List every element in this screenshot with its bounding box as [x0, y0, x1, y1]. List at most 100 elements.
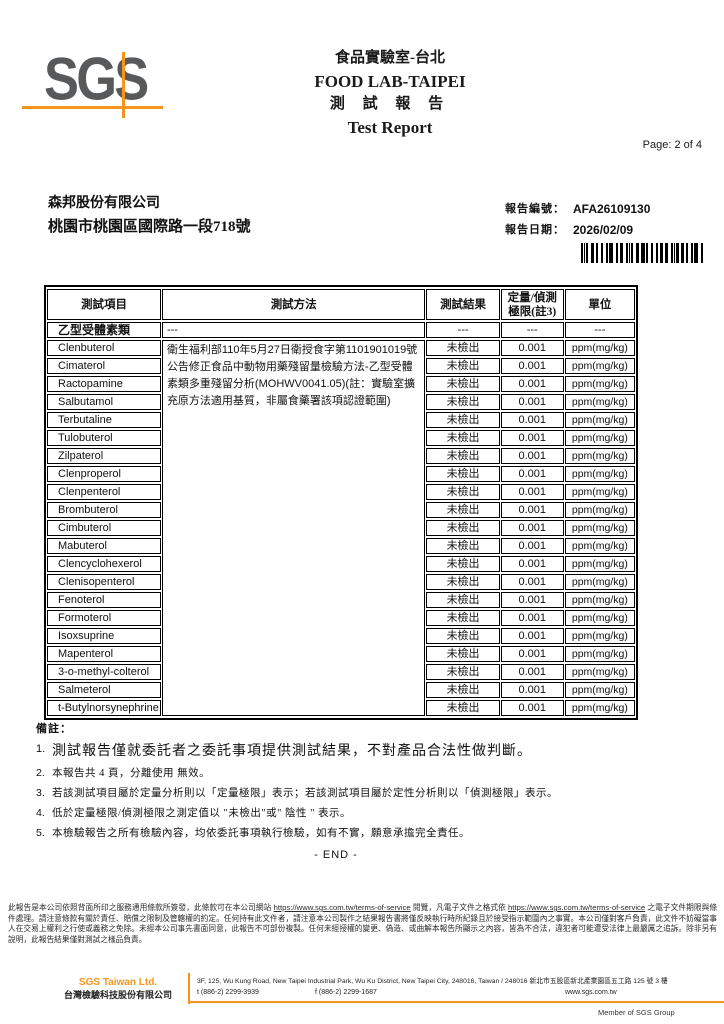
table-row: Formoterol 未檢出 0.001 ppm(mg/kg)	[47, 610, 635, 626]
group-row: 乙型受體素類 --- --- --- ---	[47, 322, 635, 338]
table-row: Salbutamol 未檢出 0.001 ppm(mg/kg)	[47, 394, 635, 410]
unit-cell: ppm(mg/kg)	[564, 430, 635, 446]
result-cell: 未檢出	[426, 646, 500, 662]
limit-cell: 0.001	[500, 556, 564, 572]
terms-of-service-link[interactable]: https://www.sgs.com.tw/terms-of-service	[508, 903, 646, 912]
result-cell: 未檢出	[426, 592, 500, 608]
unit-cell: ppm(mg/kg)	[564, 646, 635, 662]
limit-cell: 0.001	[500, 646, 564, 662]
report-title-en: Test Report	[347, 118, 433, 137]
group-method-cell: ---	[161, 322, 426, 338]
footer-website-link[interactable]: www.sgs.com.tw	[565, 989, 617, 996]
note-item: 3. 若該測試項目屬於定量分析則以「定量極限」表示；若該測試項目屬於定性分析則以「…	[36, 786, 696, 801]
table-row: Clenbuterol 衛生福利部110年5月27日衛授食字第110190101…	[47, 340, 635, 716]
report-title-block: 食品實驗室-台北 FOOD LAB-TAIPEI 測 試 報 告 Test Re…	[220, 47, 560, 139]
column-header-test-method: 測試方法	[161, 289, 426, 320]
note-item: 5. 本檢驗報告之所有檢驗內容，均依委託事項執行檢驗，如有不實，願意承擔完全責任。	[36, 826, 696, 841]
unit-cell: ppm(mg/kg)	[564, 466, 635, 482]
table-row: Clenisopenterol 未檢出 0.001 ppm(mg/kg)	[47, 574, 635, 590]
terms-of-service-link[interactable]: https://www.sgs.com.tw/terms-of-service	[273, 903, 411, 912]
table-row: Cimbuterol 未檢出 0.001 ppm(mg/kg)	[47, 520, 635, 536]
footer-tel: t (886-2) 2299-3939	[197, 989, 259, 996]
footer-company-block: SGS Taiwan Ltd. 台灣檢驗科技股份有限公司	[52, 976, 184, 1002]
unit-cell: ppm(mg/kg)	[564, 574, 635, 590]
test-item-cell: Clenproperol	[47, 466, 161, 482]
unit-cell: ppm(mg/kg)	[564, 376, 635, 392]
test-item-cell: t-Butylnorsynephrine	[47, 700, 161, 716]
limit-cell: 0.001	[500, 430, 564, 446]
result-cell: 未檢出	[426, 340, 500, 356]
table-row: Fenoterol 未檢出 0.001 ppm(mg/kg)	[47, 592, 635, 608]
result-cell: 未檢出	[426, 700, 500, 716]
result-cell: 未檢出	[426, 376, 500, 392]
table-row: Isoxsuprine 未檢出 0.001 ppm(mg/kg)	[47, 628, 635, 644]
table-row: Tulobuterol 未檢出 0.001 ppm(mg/kg)	[47, 430, 635, 446]
note-item: 1. 測試報告僅就委託者之委託事項提供測試結果，不對產品合法性做判斷。	[36, 742, 696, 761]
terms-disclaimer: 此報告是本公司依照背面所印之服務通用條款所簽發，此條款可在本公司網站 https…	[8, 903, 717, 945]
limit-cell: 0.001	[500, 520, 564, 536]
result-cell: 未檢出	[426, 448, 500, 464]
unit-cell: ppm(mg/kg)	[564, 520, 635, 536]
unit-cell: ppm(mg/kg)	[564, 358, 635, 374]
results-table: 測試項目 測試方法 測試結果 定量/偵測 極限(註3) 單位 乙型受體素類 --…	[44, 285, 638, 720]
limit-cell: 0.001	[500, 412, 564, 428]
note-text: 本報告共 4 頁，分離使用 無效。	[52, 768, 211, 779]
client-block: 森邦股份有限公司 桃園市桃園區國際路一段718號	[48, 193, 251, 239]
report-meta: 報告編號： AFA26109130 報告日期： 2026/02/09	[505, 199, 650, 241]
result-cell: 未檢出	[426, 628, 500, 644]
test-item-cell: 3-o-methyl-colterol	[47, 664, 161, 680]
note-text: 若該測試項目屬於定量分析則以「定量極限」表示；若該測試項目屬於定性分析則以「偵測…	[52, 788, 558, 799]
unit-cell: ppm(mg/kg)	[564, 664, 635, 680]
test-item-cell: Clenisopenterol	[47, 574, 161, 590]
logo-underline	[22, 106, 163, 109]
report-date-label: 報告日期：	[505, 224, 565, 236]
test-item-cell: Clenbuterol	[47, 340, 161, 356]
limit-cell: 0.001	[500, 628, 564, 644]
table-row: Mabuterol 未檢出 0.001 ppm(mg/kg)	[47, 538, 635, 554]
footer-fax: f (886-2) 2299-1687	[315, 989, 377, 996]
test-item-cell: Tulobuterol	[47, 430, 161, 446]
report-title-zh: 測 試 報 告	[329, 96, 451, 112]
page-number: Page: 2 of 4	[642, 139, 702, 151]
result-cell: 未檢出	[426, 610, 500, 626]
result-cell: 未檢出	[426, 538, 500, 554]
table-row: Terbutaline 未檢出 0.001 ppm(mg/kg)	[47, 412, 635, 428]
test-item-cell: Cimbuterol	[47, 520, 161, 536]
unit-cell: ppm(mg/kg)	[564, 502, 635, 518]
test-item-cell: Salbutamol	[47, 394, 161, 410]
unit-cell: ppm(mg/kg)	[564, 628, 635, 644]
result-cell: 未檢出	[426, 502, 500, 518]
footer-divider-vertical	[188, 973, 190, 1004]
result-cell: 未檢出	[426, 466, 500, 482]
notes-section: 備註： 1. 測試報告僅就委託者之委託事項提供測試結果，不對產品合法性做判斷。 2.…	[36, 720, 696, 861]
test-item-cell: Cimaterol	[47, 358, 161, 374]
report-date-value: 2026/02/09	[573, 223, 634, 237]
unit-cell: ppm(mg/kg)	[564, 394, 635, 410]
limit-cell: 0.001	[500, 574, 564, 590]
note-item: 2. 本報告共 4 頁，分離使用 無效。	[36, 766, 696, 781]
column-header-test-result: 測試結果	[426, 289, 500, 320]
unit-cell: ppm(mg/kg)	[564, 700, 635, 716]
unit-cell: ppm(mg/kg)	[564, 682, 635, 698]
limit-cell: 0.001	[500, 448, 564, 464]
test-item-cell: Zilpaterol	[47, 448, 161, 464]
test-item-cell: Fenoterol	[47, 592, 161, 608]
result-cell: 未檢出	[426, 574, 500, 590]
note-text: 低於定量極限/偵測極限之測定值以 "未檢出"或" 陰性 " 表示。	[52, 808, 352, 819]
table-row: Ractopamine 未檢出 0.001 ppm(mg/kg)	[47, 376, 635, 392]
table-row: Brombuterol 未檢出 0.001 ppm(mg/kg)	[47, 502, 635, 518]
limit-cell: 0.001	[500, 340, 564, 356]
disclaimer-text: 之電子文件期限與條件處理。請注意條款有關於責任、賠償之限制及管轄權的約定。任何持…	[8, 903, 718, 944]
limit-cell: 0.001	[500, 466, 564, 482]
footer-member-label: Member of SGS Group	[598, 1008, 675, 1017]
column-header-unit: 單位	[564, 289, 635, 320]
footer-divider-horizontal	[188, 1001, 724, 1003]
note-number: 5.	[36, 827, 45, 839]
table-row: t-Butylnorsynephrine 未檢出 0.001 ppm(mg/kg…	[47, 700, 635, 716]
limit-cell: 0.001	[500, 538, 564, 554]
limit-cell: 0.001	[500, 394, 564, 410]
result-cell: 未檢出	[426, 520, 500, 536]
group-limit-cell: ---	[500, 322, 564, 338]
limit-cell: 0.001	[500, 610, 564, 626]
report-barcode	[581, 243, 706, 263]
